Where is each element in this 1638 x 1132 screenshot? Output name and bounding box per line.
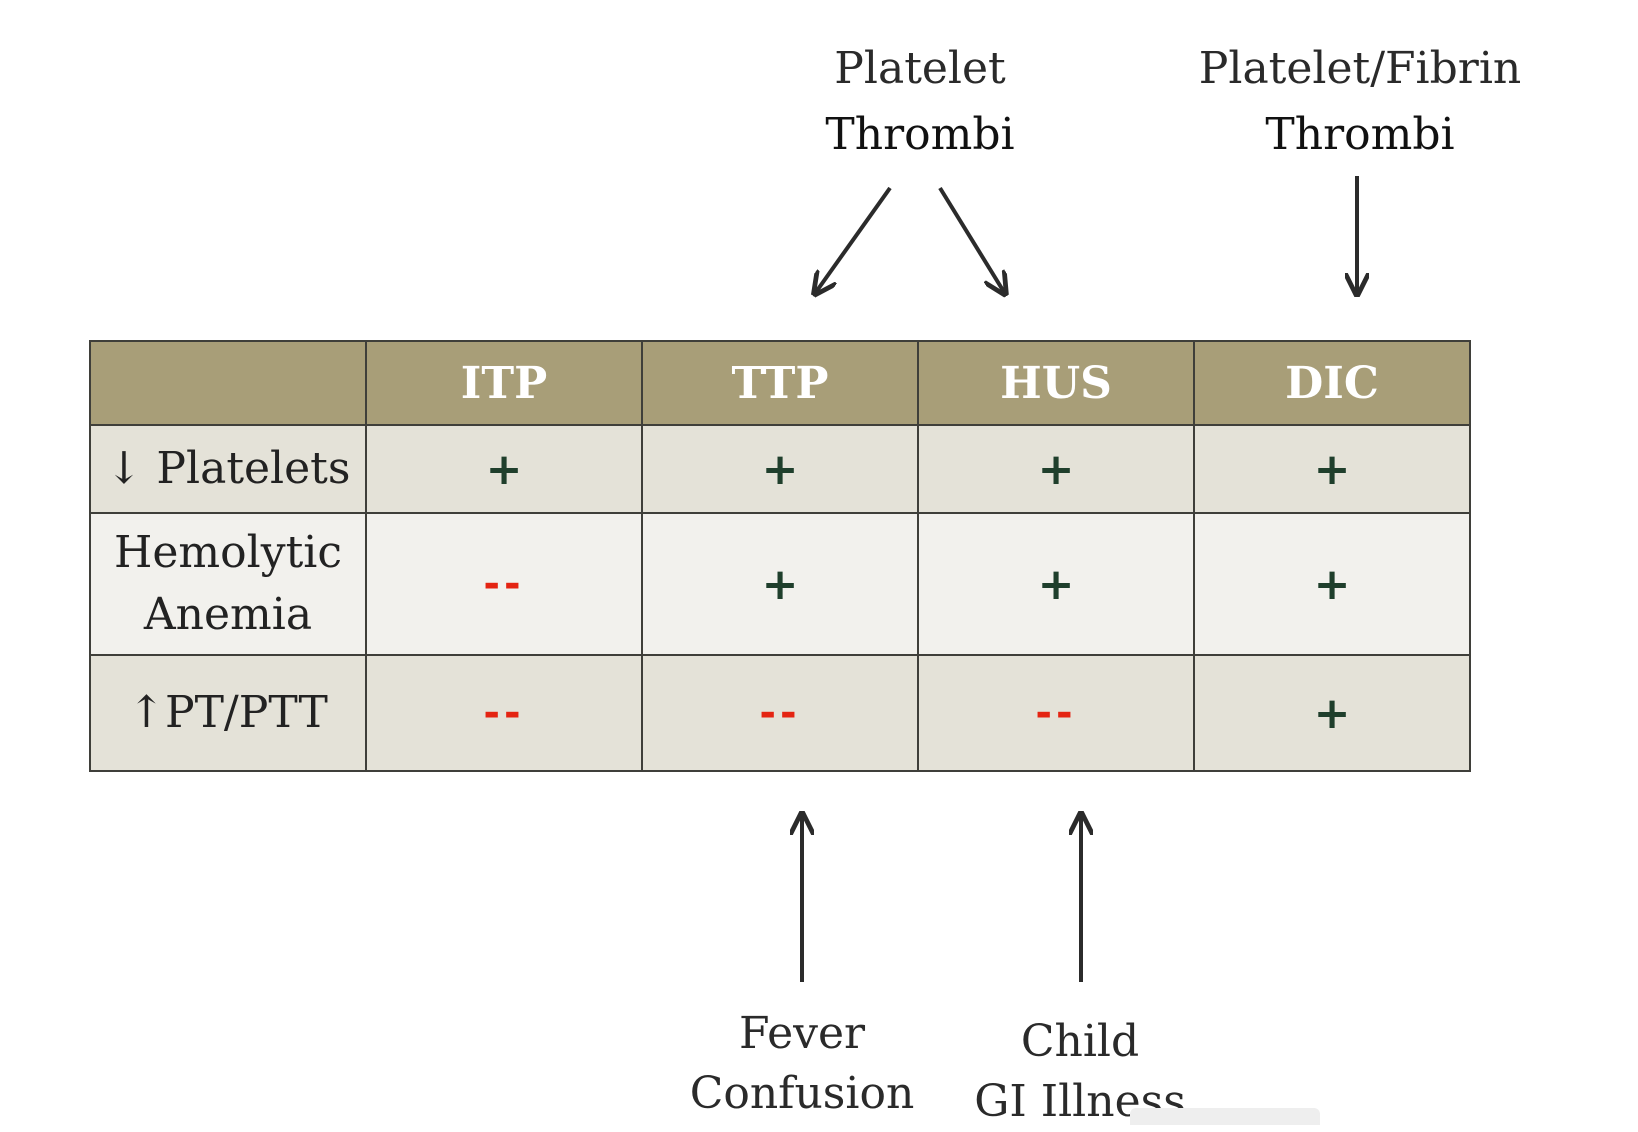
row-label-text: ↑PT/PTT [128,687,328,738]
table-row-pt-ptt: ↑PT/PTT -- -- -- + [89,654,1471,772]
mark: -- [483,561,525,607]
header-cell-ttp: TTP [641,340,919,426]
row-label-text: Anemia [143,589,313,640]
arrow-to-hus-top [938,186,1004,292]
mark: + [485,443,523,495]
mark: -- [1035,690,1077,736]
row-label: Hemolytic Anemia [89,512,367,656]
comparison-table: ITP TTP HUS DIC ↓ Platelets + + + + Hemo… [89,340,1471,772]
mark: + [1037,443,1075,495]
row-label: ↓ Platelets [89,424,367,514]
table-cell: + [917,512,1195,656]
table-cell: -- [917,654,1195,772]
annotation-line: Platelet [834,43,1006,94]
annotation-line: Platelet/Fibrin [1198,43,1522,94]
arrow-to-ttp-top [816,186,892,292]
mark: + [761,443,799,495]
table-cell: -- [641,654,919,772]
mark: -- [483,690,525,736]
mark: + [1037,558,1075,610]
annotation-line: Confusion [689,1068,915,1119]
table-cell: + [1193,424,1471,514]
platelet-thrombi-annotation: Platelet Thrombi [800,36,1040,168]
table-cell: + [1193,654,1471,772]
table-cell: + [641,424,919,514]
mark: -- [759,690,801,736]
table-cell: + [917,424,1195,514]
header-cell-itp: ITP [365,340,643,426]
mark: + [1313,443,1351,495]
mark: + [1313,687,1351,739]
header-cell-empty [89,340,367,426]
row-label-text: Hemolytic [114,527,342,578]
table-cell: + [641,512,919,656]
row-label: ↑PT/PTT [89,654,367,772]
table-cell: -- [365,512,643,656]
mark: + [761,558,799,610]
platelet-fibrin-thrombi-annotation: Platelet/Fibrin Thrombi [1180,36,1540,168]
table-cell: + [365,424,643,514]
fever-confusion-annotation: Fever Confusion [672,1004,932,1124]
header-cell-dic: DIC [1193,340,1471,426]
row-label-text: ↓ Platelets [105,443,351,494]
annotation-line: Thrombi [825,109,1015,160]
annotation-line: Thrombi [1265,109,1455,160]
header-row: ITP TTP HUS DIC [89,340,1471,426]
table-row-platelets: ↓ Platelets + + + + [89,424,1471,514]
overlay-smudge [1130,1108,1320,1125]
annotation-line: Fever [738,1008,866,1059]
table-cell: -- [365,654,643,772]
table-cell: + [1193,512,1471,656]
header-cell-hus: HUS [917,340,1195,426]
mark: + [1313,558,1351,610]
annotation-line: Child [1020,1016,1140,1067]
table-row-hemolytic-anemia: Hemolytic Anemia -- + + + [89,512,1471,656]
